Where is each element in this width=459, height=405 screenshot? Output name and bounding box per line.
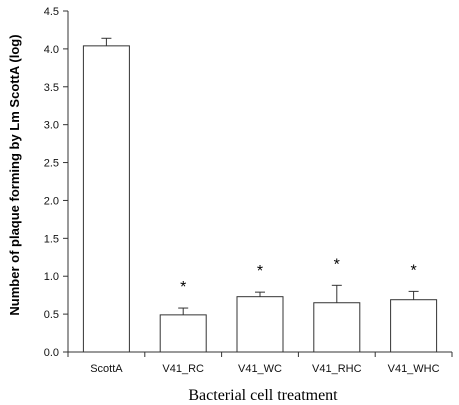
y-tick-label: 2.5	[44, 158, 59, 170]
bar-ScottA	[82, 45, 130, 353]
significance-asterisk: *	[257, 263, 263, 280]
bar-V41_RC	[159, 314, 207, 353]
y-tick-label: 4.0	[44, 44, 59, 56]
x-axis-title: Bacterial cell treatment	[188, 387, 338, 404]
bars-group	[82, 45, 438, 353]
y-tick-label: 3.5	[44, 82, 59, 94]
x-tick-label: V41_WC	[238, 363, 282, 375]
x-tick-label: ScottA	[90, 363, 123, 375]
significance-markers: * * * *	[180, 256, 417, 296]
significance-asterisk: *	[410, 262, 416, 279]
y-axis-title: Number of plaque forming by Lm ScottA (l…	[7, 34, 22, 315]
bar-V41_WC	[236, 296, 284, 353]
x-axis-ticks: ScottA V41_RC V41_WC V41_RHC V41_WHC	[67, 352, 453, 375]
y-tick-label: 1.0	[44, 271, 59, 283]
x-tick-label: V41_RC	[162, 363, 204, 375]
y-tick-label: 0.0	[44, 347, 59, 359]
significance-asterisk: *	[180, 279, 186, 296]
x-tick-label: V41_WHC	[388, 363, 440, 375]
y-tick-label: 2.0	[44, 195, 59, 207]
y-tick-label: 4.5	[44, 6, 59, 18]
bar-V41_WHC	[390, 299, 438, 353]
error-bars-group	[101, 37, 419, 315]
y-axis-ticks: 0.0 0.5 1.0 1.5 2.0 2.5 3.0 3.5 4.0 4.5	[44, 6, 68, 359]
x-tick-label: V41_RHC	[312, 363, 362, 375]
significance-asterisk: *	[334, 256, 340, 273]
bar-V41_RHC	[313, 302, 361, 353]
y-tick-label: 1.5	[44, 233, 59, 245]
y-tick-label: 0.5	[44, 309, 59, 321]
y-tick-label: 3.0	[44, 120, 59, 132]
